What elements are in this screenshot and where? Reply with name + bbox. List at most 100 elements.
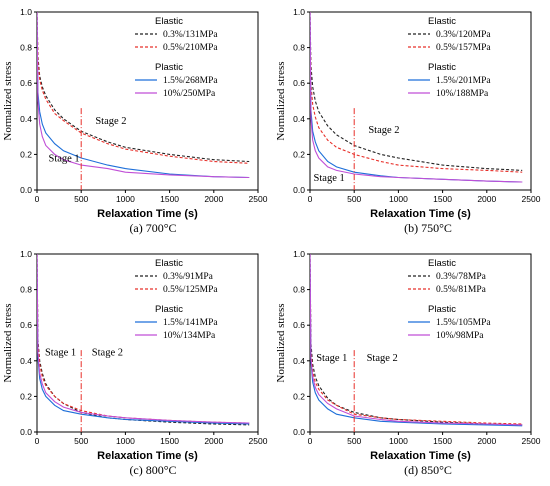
y-axis-label: Normalized stress: [2, 303, 14, 382]
x-tick-label: 500: [347, 436, 361, 446]
y-tick-label: 0.0: [20, 427, 32, 437]
x-axis-label: Relaxation Time (s): [97, 208, 198, 220]
series-line: [310, 254, 523, 426]
x-tick-label: 2000: [477, 194, 496, 204]
series-line: [310, 254, 523, 427]
plot-frame: [309, 11, 532, 191]
stage1-label: Stage 1: [48, 154, 79, 165]
y-tick-label: 0.6: [20, 320, 32, 330]
series-line: [310, 12, 523, 183]
stage1-label: Stage 1: [45, 347, 76, 358]
x-tick-label: 0: [308, 436, 313, 446]
x-tick-label: 500: [347, 194, 361, 204]
y-tick-label: 0.4: [20, 114, 32, 124]
legend-entry: 0.5%/81MPa: [436, 285, 487, 295]
legend-entry: 10%/250MPa: [163, 89, 216, 99]
panel-caption: (d) 850°C: [404, 463, 452, 477]
series-line: [37, 254, 250, 425]
y-tick-label: 0.2: [293, 149, 305, 159]
y-tick-label: 0.2: [20, 391, 32, 401]
y-tick-label: 0.6: [20, 78, 32, 88]
legend-entry: 0.3%/78MPa: [436, 272, 487, 282]
series-line: [37, 12, 250, 164]
legend-elastic-title: Elastic: [428, 258, 456, 269]
y-tick-label: 1.0: [20, 7, 32, 17]
x-tick-label: 2000: [204, 194, 223, 204]
legend-entry: 1.5%/201MPa: [436, 76, 491, 86]
y-tick-label: 1.0: [20, 249, 32, 259]
plot-frame: [36, 253, 259, 433]
y-tick-label: 0.0: [20, 185, 32, 195]
y-tick-label: 0.4: [293, 114, 305, 124]
x-tick-label: 1500: [433, 194, 452, 204]
stage1-label: Stage 1: [316, 353, 347, 364]
y-tick-label: 0.4: [293, 356, 305, 366]
x-axis-label: Relaxation Time (s): [370, 208, 471, 220]
legend-plastic-title: Plastic: [428, 62, 456, 73]
y-axis-label: Normalized stress: [275, 61, 287, 140]
legend-entry: 10%/134MPa: [163, 331, 216, 341]
series-line: [37, 12, 250, 179]
legend-entry: 0.5%/210MPa: [163, 43, 218, 53]
y-axis-label: Normalized stress: [2, 61, 14, 140]
x-tick-label: 1000: [116, 194, 135, 204]
legend-entry: 0.5%/157MPa: [436, 43, 491, 53]
legend-plastic-title: Plastic: [155, 62, 183, 73]
plot-frame: [309, 253, 532, 433]
stage2-label: Stage 2: [368, 125, 399, 136]
legend-elastic-title: Elastic: [155, 16, 183, 27]
chart-panel-2: 0 500 1000 1500 2000 2500 0.0 0.2 0.4 0.6 0.8 1.0 Re…: [2, 249, 268, 477]
series-line: [310, 254, 523, 426]
y-tick-label: 0.0: [293, 427, 305, 437]
stage2-label: Stage 2: [92, 347, 123, 358]
legend-plastic-title: Plastic: [428, 304, 456, 315]
legend-entry: 10%/188MPa: [436, 89, 489, 99]
series-group: [310, 12, 523, 183]
x-tick-label: 0: [308, 194, 313, 204]
series-line: [37, 254, 250, 424]
legend-elastic-title: Elastic: [155, 258, 183, 269]
series-line: [37, 254, 250, 426]
y-tick-label: 0.8: [20, 285, 32, 295]
chart-panel-3: 0 500 1000 1500 2000 2500 0.0 0.2 0.4 0.6 0.8 1.0 Re…: [275, 249, 541, 477]
x-tick-label: 2500: [522, 194, 541, 204]
legend-entry: 1.5%/105MPa: [436, 318, 491, 328]
series-line: [310, 12, 523, 173]
stage1-label: Stage 1: [314, 173, 345, 184]
stage2-label: Stage 2: [367, 353, 398, 364]
legend-entry: 0.3%/120MPa: [436, 30, 491, 40]
x-tick-label: 2500: [249, 436, 268, 446]
panel-caption: (a) 700°C: [129, 221, 176, 235]
legend-plastic-title: Plastic: [155, 304, 183, 315]
x-tick-label: 2000: [204, 436, 223, 446]
x-tick-label: 1000: [389, 436, 408, 446]
y-tick-label: 0.2: [293, 391, 305, 401]
series-group: [37, 254, 250, 426]
x-tick-label: 500: [74, 436, 88, 446]
series-line: [37, 254, 250, 424]
y-axis-label: Normalized stress: [275, 303, 287, 382]
series-group: [37, 12, 250, 179]
panel-caption: (c) 800°C: [129, 463, 176, 477]
x-tick-label: 2500: [522, 436, 541, 446]
series-line: [310, 12, 523, 171]
x-tick-label: 2000: [477, 436, 496, 446]
x-tick-label: 1000: [389, 194, 408, 204]
x-tick-label: 500: [74, 194, 88, 204]
legend-entry: 0.3%/91MPa: [163, 272, 214, 282]
x-tick-label: 1000: [116, 436, 135, 446]
series-line: [37, 12, 250, 179]
x-axis-label: Relaxation Time (s): [97, 450, 198, 462]
legend-entry: 10%/98MPa: [436, 331, 484, 341]
y-tick-label: 0.8: [293, 285, 305, 295]
series-line: [37, 12, 250, 163]
x-tick-label: 0: [35, 436, 40, 446]
legend-elastic-title: Elastic: [428, 16, 456, 27]
x-tick-label: 1500: [160, 194, 179, 204]
y-tick-label: 0.8: [20, 43, 32, 53]
chart-panel-0: 0 500 1000 1500 2000 2500 0.0 0.2 0.4 0.6 0.8 1.0 Re…: [2, 7, 268, 235]
legend-entry: 1.5%/268MPa: [163, 76, 218, 86]
y-tick-label: 0.8: [293, 43, 305, 53]
legend-entry: 0.5%/125MPa: [163, 285, 218, 295]
